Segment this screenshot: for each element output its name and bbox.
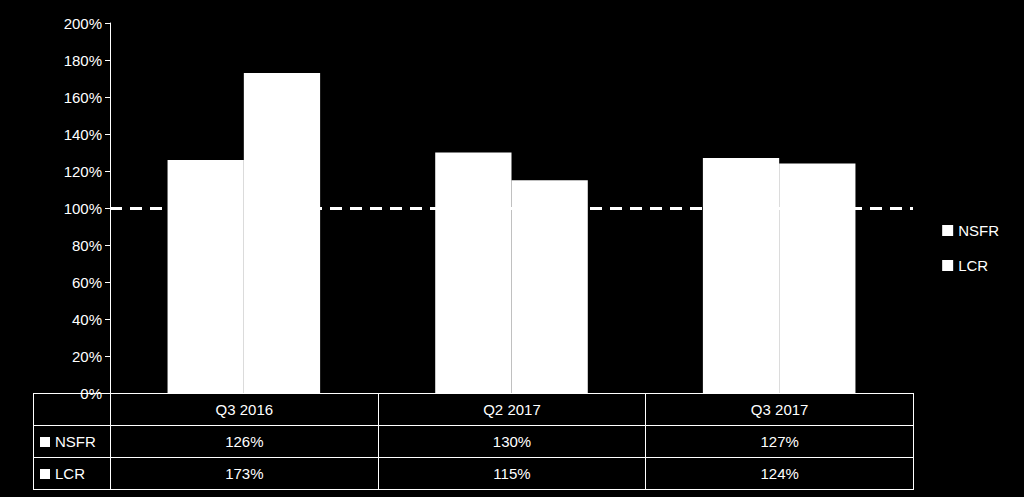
html-text:173%: 173% bbox=[225, 465, 264, 482]
svg-text:140%: 140% bbox=[64, 126, 102, 143]
html-text:127%: 127% bbox=[760, 433, 799, 450]
svg-text:120%: 120% bbox=[64, 163, 102, 180]
svg-text:200%: 200% bbox=[64, 15, 102, 32]
html-text:130%: 130% bbox=[492, 433, 532, 450]
html-text:LCR: LCR bbox=[55, 465, 85, 482]
html-text:124%: 124% bbox=[760, 465, 799, 482]
svg-text:0%: 0% bbox=[80, 384, 102, 402]
html-text:115%: 115% bbox=[493, 465, 531, 482]
html-text:Q2 2017: Q2 2017 bbox=[483, 401, 541, 418]
svg-text:40%: 40% bbox=[72, 311, 102, 328]
svg-text:60%: 60% bbox=[72, 274, 102, 291]
html-text:Q3 2017: Q3 2017 bbox=[750, 401, 809, 418]
html-text:NSFR: NSFR bbox=[55, 433, 96, 450]
svg-text:80%: 80% bbox=[72, 237, 102, 254]
svg-text:NSFR: NSFR bbox=[958, 222, 999, 239]
svg-text:LCR: LCR bbox=[958, 257, 988, 274]
svg-text:160%: 160% bbox=[64, 89, 102, 106]
svg-text:20%: 20% bbox=[72, 348, 102, 365]
svg-text:100%: 100% bbox=[64, 200, 102, 217]
html-text:126%: 126% bbox=[225, 433, 264, 450]
svg-text:180%: 180% bbox=[64, 52, 102, 69]
html-text:Q3 2016: Q3 2016 bbox=[215, 401, 274, 418]
